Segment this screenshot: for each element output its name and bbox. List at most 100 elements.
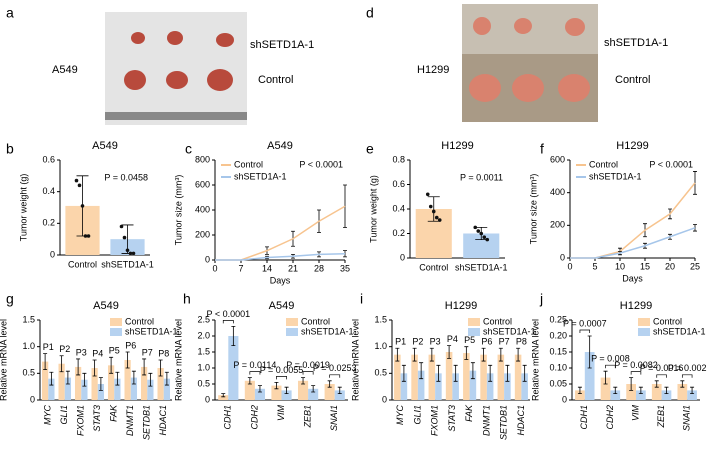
x-tick-label: 28 — [314, 263, 324, 273]
error-bar — [587, 335, 592, 369]
bar — [435, 373, 442, 400]
y-tick-label: 0.05 — [549, 378, 567, 388]
y-tick-label: 400 — [550, 187, 565, 197]
error-bar — [481, 347, 486, 362]
x-tick-label: 7 — [238, 263, 243, 273]
bar — [48, 378, 55, 400]
annotation: P4 — [92, 348, 103, 358]
bar — [394, 354, 401, 400]
legend-label: shSETD1A-1 — [653, 326, 706, 336]
data-point — [437, 218, 442, 222]
data-point — [122, 235, 127, 240]
error-bar — [148, 372, 153, 387]
line — [570, 182, 696, 259]
x-tick-label: 5 — [592, 261, 597, 271]
error-bar — [629, 377, 634, 391]
photo — [105, 12, 247, 125]
y-tick-label: 0.2 — [42, 218, 55, 228]
bar — [91, 368, 98, 400]
x-tick-label: FAK — [464, 404, 474, 422]
annotation: P = 0.0011 — [460, 172, 503, 182]
x-tick-label: GLI1 — [59, 405, 69, 425]
chart-title: H1299 — [441, 140, 473, 152]
y-axis-label: Tumor size (mm³) — [528, 174, 538, 245]
y-tick-label: 0.6 — [42, 154, 55, 164]
legend-label: Control — [653, 316, 682, 326]
data-point — [83, 234, 88, 238]
chart-title: A549 — [269, 300, 295, 312]
y-tick-label: 800 — [195, 154, 210, 164]
bar — [610, 390, 621, 400]
y-tick-label: 0 — [400, 252, 405, 262]
panel-letter: i — [360, 291, 363, 307]
bar — [651, 384, 662, 400]
annotation: P6 — [125, 340, 136, 350]
y-tick-label: 0 — [205, 394, 210, 404]
bar — [107, 365, 115, 400]
error-bar — [274, 382, 279, 390]
panel-letter: a — [6, 5, 14, 21]
error-bar — [505, 364, 510, 382]
error-bar — [43, 353, 48, 370]
bar — [452, 373, 459, 400]
y-tick-label: 0.6 — [392, 179, 405, 189]
data-point — [80, 204, 85, 208]
ruler — [105, 112, 247, 120]
y-tick-label: 0.4 — [392, 203, 405, 213]
y-tick-label: 0.8 — [392, 154, 405, 164]
y-tick-label: 400 — [195, 204, 210, 214]
bracket — [276, 376, 287, 380]
annotation: P3 — [76, 347, 87, 357]
error-bar — [337, 386, 342, 394]
error-bar — [693, 171, 697, 195]
legend-label: shSETD1A-1 — [301, 326, 354, 336]
data-point — [473, 225, 478, 230]
x-tick-label: CDH1 — [579, 405, 589, 430]
annotation: P8 — [516, 337, 527, 347]
error-bar — [311, 385, 316, 393]
error-bar — [436, 364, 441, 382]
cell-line: A549 — [52, 64, 78, 76]
x-axis-label: Days — [622, 273, 643, 283]
bar — [140, 366, 148, 400]
x-tick-label: FXOM1 — [430, 405, 440, 436]
error-bar — [327, 380, 332, 388]
bar — [514, 354, 522, 400]
bar — [114, 378, 121, 400]
error-bar — [613, 386, 618, 394]
photo-label: shSETD1A-1 — [250, 39, 314, 51]
error-bar — [429, 347, 434, 362]
error-bar — [231, 326, 236, 346]
chart-title: A549 — [267, 140, 293, 152]
data-point — [482, 235, 487, 239]
bar — [636, 390, 646, 400]
error-bar — [247, 377, 252, 385]
y-tick-label: 0.5 — [22, 368, 35, 378]
legend-swatch — [286, 318, 298, 326]
y-axis-label: Tumor weight (g) — [368, 175, 378, 243]
y-tick-label: 0.2 — [392, 228, 405, 238]
x-tick-label: 20 — [665, 261, 675, 271]
bar — [81, 379, 88, 400]
annotation: P < 0.0001 — [206, 309, 250, 319]
bar — [124, 360, 131, 400]
error-bar — [221, 393, 226, 398]
error-bar — [142, 358, 147, 376]
tumors — [469, 17, 590, 102]
error-bar — [664, 386, 669, 394]
legend-swatch — [468, 318, 480, 326]
y-tick-label: 0 — [205, 254, 210, 264]
annotation: P = 0.0055 — [260, 365, 304, 375]
x-tick-label: FAK — [109, 404, 119, 422]
y-tick-label: 0.20 — [549, 330, 567, 340]
error-bar — [301, 377, 306, 385]
data-point — [128, 251, 133, 256]
bar — [661, 390, 672, 400]
x-tick-label: 21 — [288, 263, 298, 273]
bracket — [249, 371, 261, 375]
error-bar — [109, 356, 114, 374]
panel-letter: c — [185, 141, 192, 157]
error-bar — [470, 362, 475, 380]
bar — [130, 377, 138, 400]
x-tick-label: Control — [68, 259, 97, 269]
